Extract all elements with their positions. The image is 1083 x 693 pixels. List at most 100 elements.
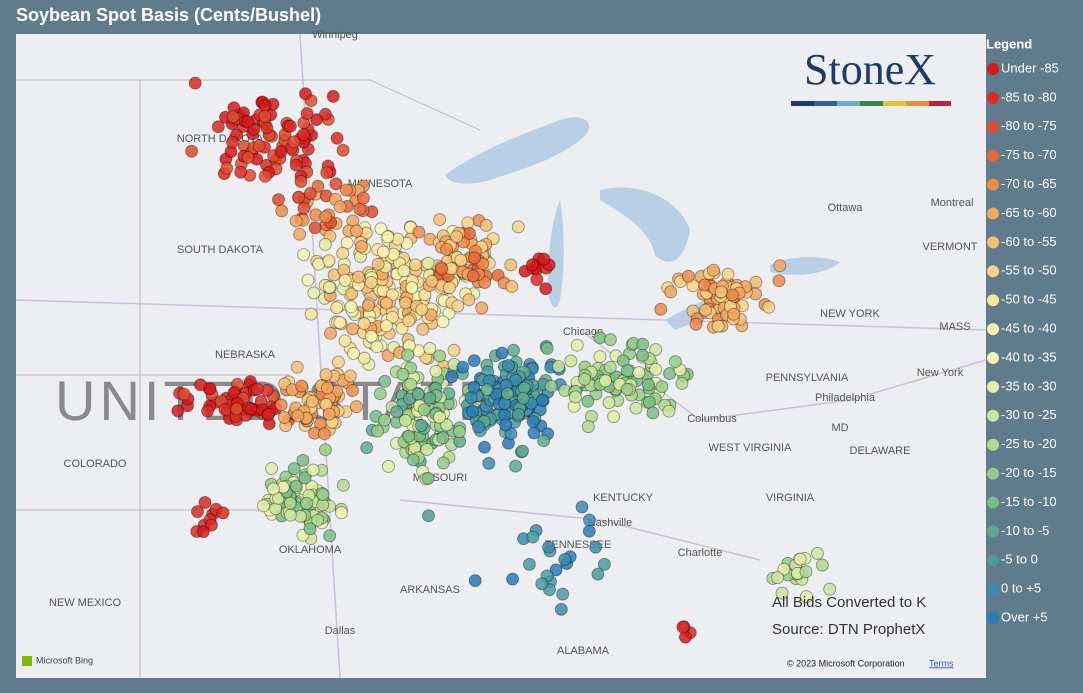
- legend-swatch: [987, 554, 999, 567]
- lake-huron: [600, 187, 690, 262]
- bid-point: [516, 444, 529, 458]
- legend-label: -20 to -15: [1001, 465, 1057, 480]
- bid-point: [675, 376, 689, 390]
- bid-point: [185, 144, 199, 158]
- bid-point: [250, 382, 264, 396]
- bid-point: [422, 509, 435, 523]
- legend-label: -5 to 0: [1001, 552, 1038, 567]
- map-label: WEST VIRGINIA: [709, 442, 793, 454]
- bid-point: [471, 420, 485, 434]
- map-label: Chicago: [563, 326, 603, 338]
- bid-point: [482, 456, 496, 470]
- bid-point: [262, 407, 275, 421]
- bid-point: [211, 120, 225, 134]
- bid-point: [290, 360, 304, 374]
- bid-point: [296, 453, 310, 467]
- bid-point: [535, 577, 549, 591]
- map-label: SOUTH DAKOTA: [177, 244, 264, 256]
- bid-point: [620, 383, 634, 396]
- bid-point: [404, 377, 418, 391]
- map-label: KENTUCKY: [593, 492, 654, 504]
- bid-point: [478, 276, 492, 289]
- bid-point: [793, 552, 807, 566]
- road: [399, 499, 761, 561]
- legend-label: -70 to -65: [1001, 176, 1057, 191]
- bid-point: [480, 383, 494, 397]
- bid-point: [258, 169, 272, 183]
- bid-point: [526, 415, 540, 428]
- terms-link[interactable]: Terms: [929, 658, 954, 668]
- bid-point: [289, 479, 303, 493]
- bid-point: [171, 404, 185, 418]
- bid-point: [777, 562, 791, 576]
- bid-point: [581, 420, 595, 434]
- logo-bar: [791, 101, 951, 106]
- map-label: ARKANSAS: [400, 584, 460, 596]
- bid-point: [291, 409, 305, 423]
- bid-point: [466, 269, 480, 283]
- borders: [16, 79, 481, 678]
- legend-swatch: [987, 525, 999, 538]
- logo-stripe: [883, 101, 906, 106]
- bid-point: [397, 264, 411, 278]
- bid-point: [654, 302, 668, 316]
- bid-point: [316, 488, 330, 501]
- bid-point: [773, 259, 787, 273]
- bid-point: [347, 347, 360, 360]
- bid-point: [345, 287, 359, 301]
- bid-point: [356, 191, 370, 205]
- bid-point: [287, 462, 301, 476]
- bid-point: [300, 107, 314, 120]
- lake-ontario: [770, 257, 840, 275]
- bid-point: [319, 210, 333, 224]
- bid-point: [442, 281, 456, 295]
- bid-point: [331, 355, 345, 369]
- legend-label: -60 to -55: [1001, 234, 1057, 249]
- bid-point: [589, 540, 603, 554]
- bid-point: [525, 258, 539, 272]
- bid-point: [456, 360, 470, 374]
- bid-point: [241, 115, 255, 129]
- bid-point: [258, 109, 272, 123]
- bid-point: [433, 213, 447, 226]
- map-label: Nashville: [588, 517, 633, 529]
- bid-point: [502, 359, 515, 372]
- bid-point: [382, 459, 395, 473]
- legend-swatch: [987, 120, 999, 133]
- bid-point: [257, 499, 270, 513]
- bid-point: [277, 411, 291, 424]
- bid-point: [433, 349, 447, 363]
- legend: Legend Under -85 -85 to -80 -80 to -75 -75 …: [986, 36, 1059, 624]
- bid-point: [252, 139, 266, 153]
- bid-point: [401, 348, 415, 362]
- bid-point: [298, 471, 312, 485]
- lake-superior: [445, 117, 590, 184]
- bid-point: [319, 368, 333, 382]
- bid-point: [234, 165, 248, 179]
- bid-point: [334, 506, 348, 520]
- map-label: Ottawa: [828, 202, 864, 214]
- bid-point: [423, 391, 437, 405]
- logo-stripe: [929, 101, 951, 106]
- bid-point: [505, 280, 519, 293]
- bid-point: [711, 319, 725, 333]
- bid-point: [324, 326, 337, 340]
- bid-point: [336, 143, 350, 157]
- bid-point: [570, 338, 584, 352]
- bid-point: [306, 463, 320, 477]
- bid-point: [642, 395, 656, 409]
- bid-point: [772, 274, 786, 288]
- legend-swatch: [987, 265, 999, 278]
- bid-point: [414, 419, 428, 432]
- bid-point: [689, 317, 703, 331]
- map-label: Charlotte: [678, 547, 723, 559]
- bid-point: [198, 496, 212, 509]
- logo: StoneX: [804, 45, 936, 94]
- bid-point: [330, 301, 344, 315]
- bid-point: [542, 540, 556, 554]
- copyright: © 2023 Microsoft Corporation: [787, 658, 905, 668]
- bid-point: [450, 230, 464, 244]
- bid-point: [241, 151, 255, 164]
